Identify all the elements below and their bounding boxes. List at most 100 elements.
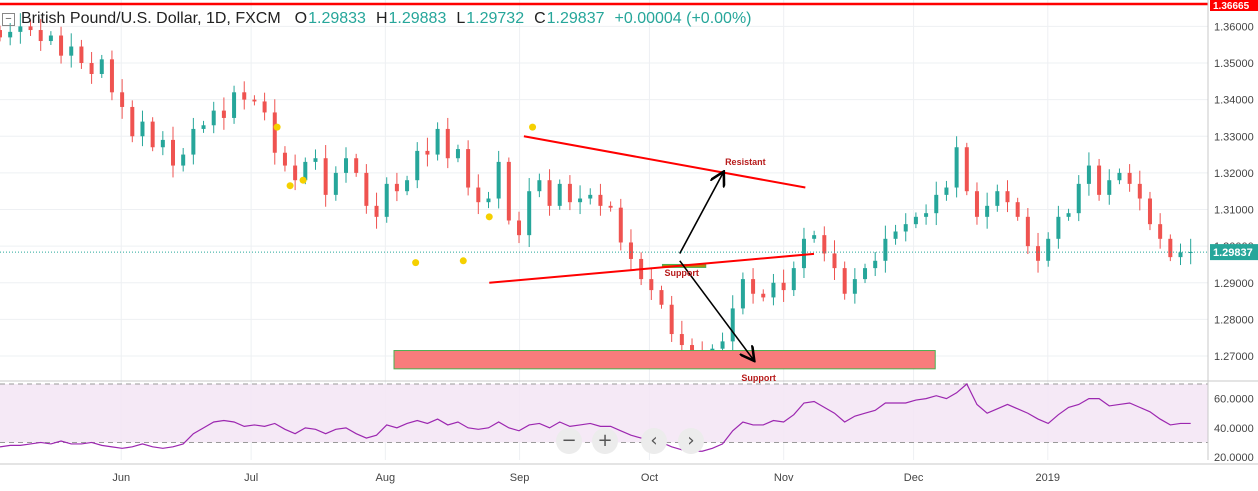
- time-tick-label: Jul: [244, 472, 258, 484]
- change-value: +0.00004 (+0.00%): [614, 10, 752, 27]
- rsi-tick-label: 20.0000: [1214, 452, 1254, 464]
- candle-body: [476, 187, 481, 203]
- candle-body: [832, 253, 837, 269]
- candle-body: [364, 172, 369, 206]
- top-price-badge: [1210, 0, 1258, 11]
- price-tick-label: 1.28000: [1214, 314, 1254, 326]
- candle-body: [801, 238, 806, 269]
- candle-body: [150, 121, 155, 148]
- close-value: 1.29837: [546, 10, 605, 27]
- candle-body: [293, 165, 298, 181]
- candle-body: [486, 198, 491, 203]
- candle-body: [751, 279, 756, 294]
- candle-body: [455, 149, 460, 159]
- scroll-right-button[interactable]: ›: [678, 428, 704, 454]
- candle-body: [344, 158, 349, 173]
- candle-body: [221, 110, 226, 118]
- candle-body: [8, 31, 13, 38]
- time-tick-label: Sep: [510, 472, 530, 484]
- candle-body: [812, 235, 817, 239]
- high-value: 1.29883: [388, 10, 447, 27]
- candle-body: [740, 279, 745, 309]
- swing-dot: [273, 123, 281, 131]
- candle-body: [354, 158, 359, 173]
- demand-zone[interactable]: [393, 350, 936, 370]
- zoom-out-button[interactable]: −: [556, 428, 582, 454]
- low-label: L: [456, 10, 466, 27]
- candle-body: [995, 191, 1000, 206]
- candle-body: [425, 150, 430, 155]
- close-label: C: [534, 10, 546, 27]
- rsi-tick-label: 40.0000: [1214, 423, 1254, 435]
- candle-body: [466, 149, 471, 188]
- candle-body: [303, 161, 308, 181]
- candle-body: [38, 30, 43, 42]
- candle-body: [771, 282, 776, 298]
- symbol-name[interactable]: British Pound/U.S. Dollar, 1D, FXCM: [21, 10, 281, 27]
- resistance-trendline[interactable]: [523, 135, 806, 189]
- support-trendline[interactable]: [489, 252, 815, 284]
- candle-body: [201, 125, 206, 129]
- candle-body: [252, 99, 257, 102]
- candle-body: [608, 205, 613, 208]
- time-tick-label: Aug: [376, 472, 396, 484]
- candle-body: [964, 147, 969, 192]
- candle-body: [1188, 252, 1193, 253]
- candle-body: [822, 235, 827, 254]
- candle-body: [435, 128, 440, 155]
- candle-body: [669, 304, 674, 335]
- candle-body: [191, 128, 196, 155]
- candle-body: [59, 35, 64, 56]
- candle-body: [1127, 172, 1132, 184]
- candle-body: [537, 180, 542, 192]
- candle-body: [985, 205, 990, 217]
- scroll-left-button[interactable]: ‹: [641, 428, 667, 454]
- candle-body: [1168, 238, 1173, 258]
- swing-dot: [529, 123, 537, 131]
- candle-body: [394, 183, 399, 192]
- arrow-up[interactable]: [679, 173, 723, 254]
- price-tick-label: 1.34000: [1214, 95, 1254, 107]
- candle-body: [272, 112, 277, 153]
- candle-body: [598, 194, 603, 206]
- candle-body: [863, 268, 868, 280]
- price-tick-label: 1.27000: [1214, 351, 1254, 363]
- candle-body: [720, 341, 725, 349]
- time-tick-label: Nov: [774, 472, 794, 484]
- candle-body: [1097, 165, 1102, 195]
- zoom-in-button[interactable]: +: [592, 428, 618, 454]
- candle-body: [1036, 246, 1041, 261]
- candle-body: [527, 191, 532, 236]
- price-tick-label: 1.29000: [1214, 278, 1254, 290]
- rsi-tick-label: 60.0000: [1214, 394, 1254, 406]
- candle-body: [567, 183, 572, 203]
- price-tick-label: 1.32000: [1214, 168, 1254, 180]
- rsi-line: [0, 383, 1191, 452]
- candle-body: [18, 26, 23, 32]
- swing-dot: [299, 176, 307, 184]
- time-tick-label: Oct: [641, 472, 658, 484]
- candle-body: [679, 334, 684, 346]
- candle-body: [954, 147, 959, 188]
- candle-body: [1066, 213, 1071, 217]
- candle-body: [791, 268, 796, 291]
- top-price-badge-text: 1.36665: [1213, 1, 1250, 12]
- collapse-icon[interactable]: −: [2, 12, 15, 26]
- candle-body: [649, 279, 654, 291]
- candle-body: [659, 290, 664, 305]
- candle-body: [730, 308, 735, 342]
- candle-body: [852, 279, 857, 294]
- candle-body: [1147, 198, 1152, 225]
- arrow-down[interactable]: [679, 260, 754, 360]
- candle-body: [1076, 183, 1081, 214]
- candle-body: [903, 224, 908, 232]
- candle-body: [588, 194, 593, 199]
- candle-body: [333, 172, 338, 195]
- candle-body: [0, 30, 2, 38]
- open-label: O: [294, 10, 308, 27]
- candle-body: [1025, 216, 1030, 247]
- candle-body: [242, 92, 247, 100]
- swing-dot: [485, 213, 493, 221]
